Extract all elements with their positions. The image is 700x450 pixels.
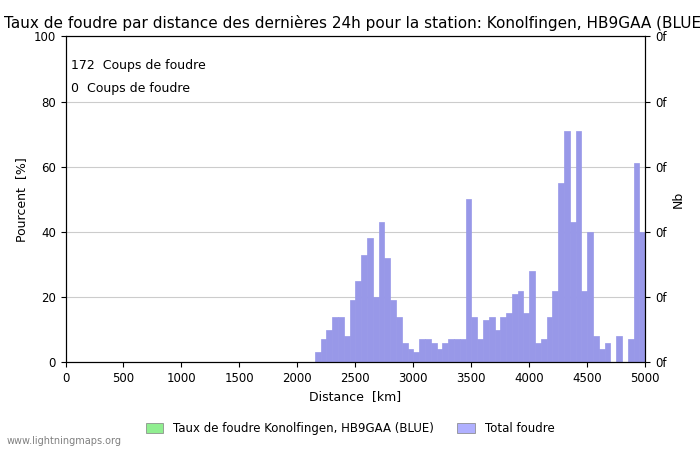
Bar (315, 352, 321, 362)
Bar (489, 317, 494, 362)
Bar (448, 339, 454, 362)
Bar (425, 339, 430, 362)
Bar (500, 317, 506, 362)
Bar (361, 255, 367, 362)
Bar (582, 291, 587, 362)
Bar (587, 232, 593, 362)
Bar (338, 317, 344, 362)
Bar (437, 349, 442, 362)
Bar (430, 342, 437, 362)
Bar (639, 232, 645, 362)
Bar (384, 258, 390, 362)
Bar (321, 339, 326, 362)
Bar (512, 294, 518, 362)
Bar (402, 342, 407, 362)
Bar (379, 222, 384, 362)
Bar (524, 313, 529, 362)
Bar (419, 339, 425, 362)
Bar (471, 317, 477, 362)
Y-axis label: Pourcent  [%]: Pourcent [%] (15, 157, 28, 242)
Bar (483, 320, 489, 362)
Bar (373, 297, 379, 362)
Bar (407, 349, 413, 362)
Bar (477, 339, 483, 362)
Bar (442, 342, 448, 362)
Bar (564, 131, 570, 362)
Bar (570, 222, 575, 362)
Text: 172  Coups de foudre: 172 Coups de foudre (71, 59, 206, 72)
Bar (349, 300, 356, 362)
Bar (332, 317, 338, 362)
Bar (367, 238, 373, 362)
Bar (559, 183, 564, 362)
Bar (535, 342, 541, 362)
Bar (541, 339, 547, 362)
Bar (616, 336, 622, 362)
Bar (390, 300, 396, 362)
Bar (454, 339, 460, 362)
Title: Taux de foudre par distance des dernières 24h pour la station: Konolfingen, HB9G: Taux de foudre par distance des dernière… (4, 15, 700, 31)
Bar (634, 163, 639, 362)
Bar (356, 281, 361, 362)
Text: www.lightningmaps.org: www.lightningmaps.org (7, 436, 122, 446)
Bar (506, 313, 512, 362)
Bar (598, 349, 605, 362)
Bar (413, 352, 419, 362)
Text: 0  Coups de foudre: 0 Coups de foudre (71, 82, 190, 95)
Bar (645, 69, 651, 362)
Bar (529, 271, 535, 362)
Bar (575, 131, 582, 362)
Bar (494, 330, 500, 362)
Bar (396, 317, 402, 362)
X-axis label: Distance  [km]: Distance [km] (309, 391, 401, 404)
Bar (326, 330, 332, 362)
Bar (344, 336, 349, 362)
Bar (628, 339, 634, 362)
Bar (460, 339, 466, 362)
Bar (593, 336, 598, 362)
Bar (552, 291, 559, 362)
Bar (605, 342, 610, 362)
Legend: Taux de foudre Konolfingen, HB9GAA (BLUE), Total foudre: Taux de foudre Konolfingen, HB9GAA (BLUE… (141, 417, 559, 440)
Bar (466, 199, 471, 362)
Bar (518, 291, 524, 362)
Y-axis label: Nb: Nb (672, 191, 685, 208)
Bar (547, 317, 552, 362)
